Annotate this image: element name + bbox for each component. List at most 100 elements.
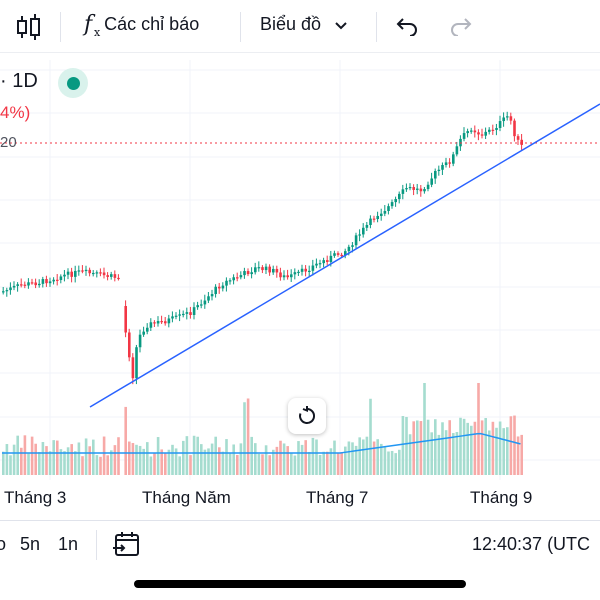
volume-bar	[23, 435, 27, 475]
volume-bar	[426, 419, 430, 475]
candle	[286, 275, 289, 278]
volume-bars	[2, 382, 523, 475]
goto-date-icon[interactable]	[112, 530, 142, 565]
candle	[390, 202, 394, 207]
price-chart[interactable]	[0, 52, 600, 520]
volume-bar	[52, 440, 55, 475]
volume-bar	[110, 450, 113, 475]
candle	[326, 260, 329, 262]
candle	[52, 279, 55, 282]
volume-bar	[311, 437, 315, 475]
candle	[488, 129, 491, 132]
volume-bar	[473, 421, 477, 475]
volume-bar	[70, 444, 73, 475]
candle	[444, 162, 448, 166]
clock-readout: 12:40:37 (UTC	[472, 534, 591, 554]
home-indicator	[134, 580, 466, 588]
volume-bar	[128, 441, 131, 475]
candle	[498, 121, 502, 128]
candle	[455, 146, 459, 155]
volume-bar	[48, 451, 52, 475]
volume-bar	[423, 382, 426, 475]
volume-bar	[498, 421, 502, 475]
x-axis-label: Tháng 9	[470, 488, 533, 507]
candle	[279, 272, 282, 278]
volume-bar	[243, 402, 246, 475]
range-button-1d[interactable]: 1n	[58, 534, 79, 554]
reset-chart-button[interactable]	[288, 398, 326, 434]
volume-bar	[142, 448, 145, 475]
volume-bar	[344, 446, 347, 475]
candle	[153, 322, 156, 324]
candle	[365, 224, 369, 228]
volume-bar	[405, 416, 408, 475]
candle	[282, 275, 286, 278]
volume-bar	[99, 456, 102, 475]
candle	[84, 269, 88, 272]
candle	[20, 284, 23, 286]
candle	[135, 347, 138, 379]
volume-bar	[257, 453, 261, 475]
candle	[347, 246, 351, 252]
candle	[423, 189, 426, 192]
volume-bar	[200, 444, 203, 475]
volume-bar	[376, 439, 379, 475]
volume-bar	[92, 439, 95, 475]
volume-bar	[387, 451, 390, 475]
candle	[185, 312, 189, 314]
volume-bar	[164, 453, 167, 475]
candle	[340, 254, 343, 257]
volume-bar	[459, 417, 462, 475]
candle	[300, 268, 304, 272]
candle	[5, 290, 9, 292]
candle	[203, 300, 207, 305]
candle	[16, 284, 19, 286]
volume-bar	[329, 448, 333, 475]
reset-icon	[299, 406, 316, 424]
candle	[30, 282, 34, 284]
volume-bar	[279, 440, 282, 475]
range-button-5d[interactable]: 5n	[20, 534, 41, 554]
candle	[210, 294, 214, 297]
volume-bar	[135, 444, 138, 475]
candle	[12, 285, 16, 288]
redo-icon	[451, 18, 472, 36]
candlestick-icon[interactable]	[14, 12, 44, 42]
volume-bar	[506, 427, 509, 475]
candle	[315, 263, 318, 266]
volume-bar	[488, 430, 491, 475]
bottom-divider	[96, 530, 97, 560]
redo-button[interactable]	[450, 16, 472, 36]
candle	[214, 286, 217, 295]
volume-bar	[189, 455, 192, 475]
candle	[142, 331, 145, 335]
volume-bar	[203, 449, 207, 475]
volume-bar	[462, 418, 466, 475]
volume-bar	[239, 443, 243, 475]
range-button[interactable]: o	[0, 534, 7, 554]
candle	[160, 321, 163, 323]
volume-bar	[185, 436, 189, 475]
toolbar-divider	[376, 12, 377, 42]
candle	[63, 274, 66, 277]
undo-button[interactable]	[396, 16, 418, 36]
candle	[34, 282, 37, 286]
candle	[95, 272, 99, 274]
volume-bar	[196, 436, 199, 475]
volume-bar	[84, 438, 88, 475]
candle	[495, 127, 498, 130]
volume-bar	[441, 422, 444, 475]
volume-bar	[315, 439, 318, 475]
candle	[196, 305, 199, 308]
volume-bar	[434, 419, 437, 475]
candle	[221, 285, 225, 289]
candle	[200, 304, 203, 306]
candle	[232, 277, 235, 281]
volume-bar	[326, 451, 329, 475]
candle	[351, 245, 354, 247]
chart-type-button[interactable]: Biểu đồ	[260, 14, 349, 35]
volume-bar	[452, 433, 455, 475]
volume-bar	[275, 446, 279, 475]
